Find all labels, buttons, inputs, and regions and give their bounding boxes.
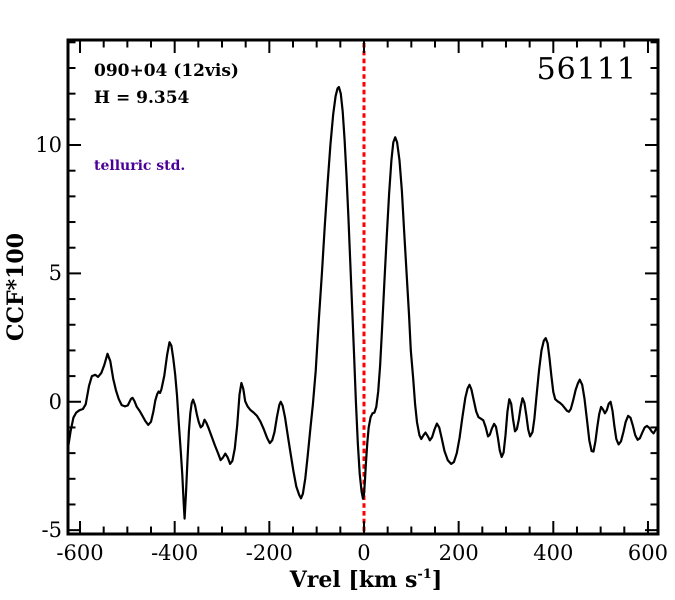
telluric-std-annotation: telluric std. bbox=[94, 158, 186, 174]
x-axis-title-exponent: -1 bbox=[417, 567, 432, 582]
x-axis-title-main: Vrel [km s bbox=[289, 567, 418, 593]
y-tick-label: 10 bbox=[35, 133, 62, 157]
ccf-curve bbox=[68, 85, 658, 520]
field-annotation: 090+04 (12vis) bbox=[94, 61, 239, 81]
y-tick-label: 0 bbox=[48, 389, 62, 414]
y-tick-label: -5 bbox=[41, 518, 62, 543]
x-tick-label: 200 bbox=[438, 541, 479, 565]
x-axis-title: Vrel [km s-1] bbox=[290, 567, 443, 593]
y-tick-label: 5 bbox=[48, 261, 62, 286]
x-tick-label: -400 bbox=[151, 541, 199, 565]
x-tick-label: 400 bbox=[533, 541, 574, 565]
plot-frame bbox=[66, 38, 660, 536]
x-tick-label: -200 bbox=[245, 541, 293, 565]
x-tick-label: 0 bbox=[357, 541, 371, 565]
hmag-annotation: H = 9.354 bbox=[94, 88, 190, 108]
x-tick-label: 600 bbox=[627, 541, 668, 565]
mjd-title: 56111 bbox=[536, 52, 637, 87]
y-axis-title: CCF*100 bbox=[3, 232, 29, 342]
x-tick-label: -600 bbox=[56, 541, 104, 565]
x-axis-title-bracket: ] bbox=[431, 567, 443, 593]
